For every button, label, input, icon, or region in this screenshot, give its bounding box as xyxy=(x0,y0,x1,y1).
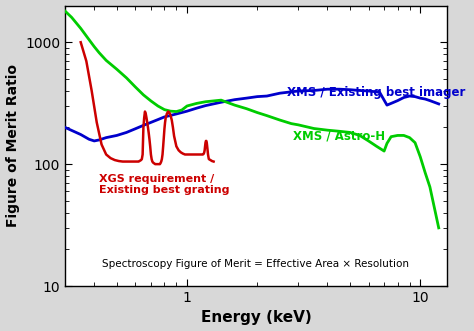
X-axis label: Energy (keV): Energy (keV) xyxy=(201,310,311,325)
Y-axis label: Figure of Merit Ratio: Figure of Merit Ratio xyxy=(6,64,19,227)
Text: XMS / Astro-H: XMS / Astro-H xyxy=(293,129,385,143)
Text: XMS / Existing best imager: XMS / Existing best imager xyxy=(287,86,466,99)
Text: Spectroscopy Figure of Merit = Effective Area × Resolution: Spectroscopy Figure of Merit = Effective… xyxy=(102,259,410,269)
Text: XGS requirement /
Existing best grating: XGS requirement / Existing best grating xyxy=(99,174,230,195)
